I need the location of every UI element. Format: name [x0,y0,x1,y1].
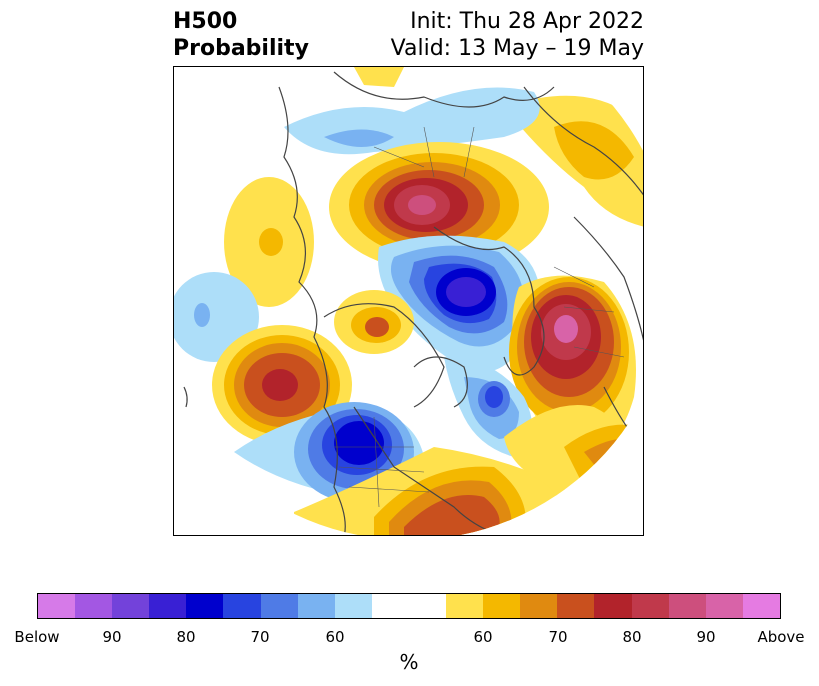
colorbar-cell [705,594,743,618]
colorbar-cell [371,594,409,618]
anomaly-west-pacific [224,177,314,307]
colorbar-tick-label: 90 [102,628,122,646]
borders [334,126,625,508]
anomaly-siberia-red [329,142,549,272]
colorbar-tick-label: Above [757,628,805,646]
map-svg [174,67,643,535]
anomaly-us-east [294,447,572,535]
colorbar-cell [260,594,298,618]
valid-range: Valid: 13 May – 19 May [390,36,644,61]
colorbar [37,593,781,619]
anomaly-north-pacific-red [212,325,352,445]
colorbar-cell [594,594,632,618]
anomaly-atlantic-yellow [504,405,643,535]
colorbar-cell [112,594,150,618]
colorbar-cell [742,594,780,618]
colorbar-cell [631,594,669,618]
colorbar-tick-label: 90 [696,628,716,646]
colorbar-cell [408,594,447,618]
anomaly-alaska-orange [334,290,414,354]
anomaly-east-red [509,275,636,452]
colorbar-cell [186,594,224,618]
anomaly-atlantic-blue [444,357,532,457]
colorbar-tick-label: 60 [325,628,345,646]
colorbar-cell [557,594,595,618]
colorbar-cell [38,594,76,618]
colorbar-tick-label: 80 [176,628,196,646]
anomaly-arctic-low [378,235,540,372]
date-info: Init: Thu 28 Apr 2022 Valid: 13 May – 19… [391,8,644,62]
probability-map [173,66,644,536]
colorbar-cell [297,594,335,618]
init-date: Init: Thu 28 Apr 2022 [410,9,644,34]
map-title: H500 Probability [173,8,309,62]
colorbar-cell [223,594,261,618]
anomaly-north-blue [284,87,540,155]
title-line-1: H500 [173,9,238,34]
colorbar-cell [149,594,187,618]
colorbar-cell [75,594,113,618]
colorbar-cell [520,594,558,618]
colorbar-tick-label: 70 [548,628,568,646]
colorbar-unit: % [399,650,419,674]
colorbar-tick-label: 80 [622,628,642,646]
colorbar-cell [483,594,521,618]
colorbar-tick-label: 60 [473,628,493,646]
colorbar-cell [668,594,706,618]
colorbar-cell [334,594,372,618]
title-line-2: Probability [173,36,309,61]
colorbar-tick-label: 70 [250,628,270,646]
colorbar-tick-label: Below [14,628,60,646]
colorbar-cell [446,594,484,618]
coastlines [183,71,643,535]
probability-field [174,67,643,535]
